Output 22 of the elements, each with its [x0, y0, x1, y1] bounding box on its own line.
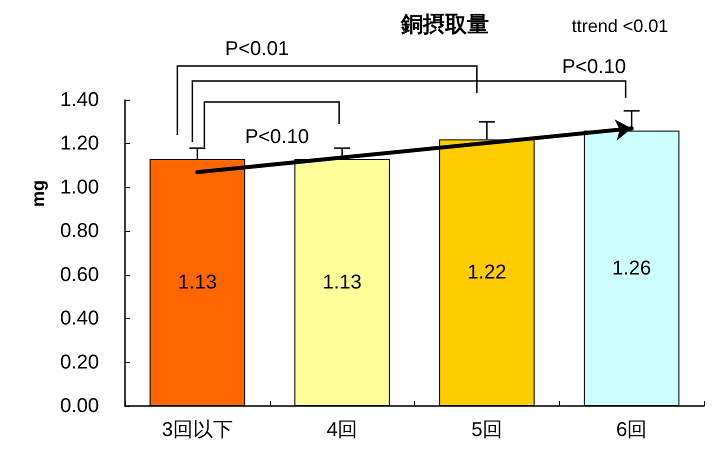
y-tick-label: 0.60	[60, 264, 99, 286]
data-label: 1.26	[612, 257, 652, 280]
x-tick-label: 3回以下	[162, 419, 233, 441]
text: P<0.01	[225, 38, 289, 60]
y-tick-label: 0.40	[60, 308, 99, 330]
chart-title: 銅摂取量	[400, 12, 489, 36]
y-tick-label: 1.00	[60, 176, 99, 198]
text: ttrend <0.01	[572, 16, 668, 36]
y-tick-label: 0.00	[60, 395, 99, 417]
y-tick-label: 0.80	[60, 220, 99, 242]
x-tick-label: 5回	[471, 419, 502, 441]
y-tick-label: 1.20	[60, 132, 99, 155]
x-tick-label: 4回	[326, 419, 358, 441]
data-label: 1.13	[322, 272, 362, 294]
x-tick-label: 6回	[616, 419, 648, 441]
data-label: 1.22	[467, 262, 506, 284]
y-axis-title: mg	[28, 180, 48, 207]
annotation: P<0.10	[245, 126, 309, 148]
y-tick-label: 1.40	[60, 89, 99, 111]
text: P<0.10	[562, 56, 626, 78]
data-label: 1.13	[178, 272, 217, 294]
y-tick-label: 0.20	[60, 351, 99, 374]
